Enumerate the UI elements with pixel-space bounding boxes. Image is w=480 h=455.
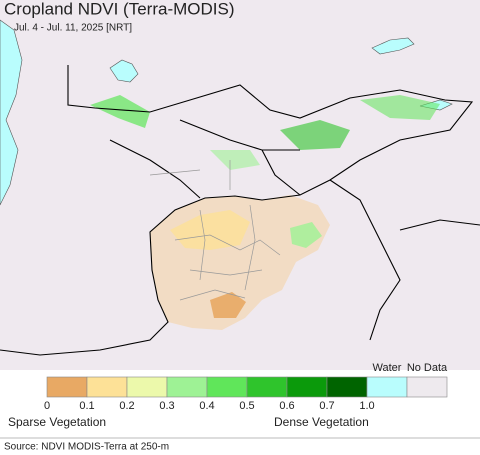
- source: Source: NDVI MODIS-Terra at 250-m: [4, 442, 169, 453]
- nodata-label: No Data: [407, 362, 448, 374]
- cropland-patch: [210, 150, 260, 170]
- legend-tick-label: 0.7: [319, 400, 334, 412]
- legend-swatch: [166, 376, 208, 398]
- cropland-patch: [280, 120, 350, 150]
- legend-tick-label: 0.1: [79, 400, 94, 412]
- province-border: [149, 160, 281, 301]
- caspian-sea: [0, 19, 23, 206]
- country-border: [109, 119, 480, 341]
- water-label: Water: [373, 362, 402, 374]
- subtitle: Jul. 4 - Jul. 11, 2025 [NRT]: [14, 23, 132, 34]
- legend-high-label: Dense Vegetation: [274, 415, 369, 429]
- legend-tick-label: 0.3: [159, 400, 174, 412]
- legend-swatch: [126, 376, 168, 398]
- nodata-swatch: [406, 376, 448, 398]
- legend-tick-label: 0: [44, 400, 50, 412]
- legend-tick-label: 0.2: [119, 400, 134, 412]
- legend-swatch: [286, 376, 328, 398]
- legend-tick-label: 0.4: [199, 400, 214, 412]
- legend-tick-label: 0.6: [279, 400, 294, 412]
- cropland-patch: [360, 95, 440, 120]
- legend-low-label: Sparse Vegetation: [8, 415, 106, 429]
- legend: 0 0.1 0.2 0.3 0.4 0.5 0.6 0.7 1.0 Water No Data: [44, 362, 448, 412]
- cropland-patch: [90, 95, 150, 128]
- legend-swatch: [246, 376, 288, 398]
- legend-swatch: [206, 376, 248, 398]
- country-border: [0, 65, 474, 356]
- lake-balkhash: [371, 37, 415, 55]
- aral-sea: [109, 59, 139, 83]
- water-swatch: [366, 376, 408, 398]
- legend-swatch: [46, 376, 88, 398]
- legend-tick-label: 0.5: [239, 400, 254, 412]
- legend-swatch: [86, 376, 128, 398]
- map: [0, 0, 480, 370]
- legend-tick-label: 1.0: [359, 400, 374, 412]
- cropland-patch: [290, 222, 322, 248]
- cropland-patch: [210, 292, 246, 318]
- title: Cropland NDVI (Terra-MODIS): [4, 0, 235, 18]
- cropland-patch: [170, 210, 250, 250]
- legend-swatch: [326, 376, 368, 398]
